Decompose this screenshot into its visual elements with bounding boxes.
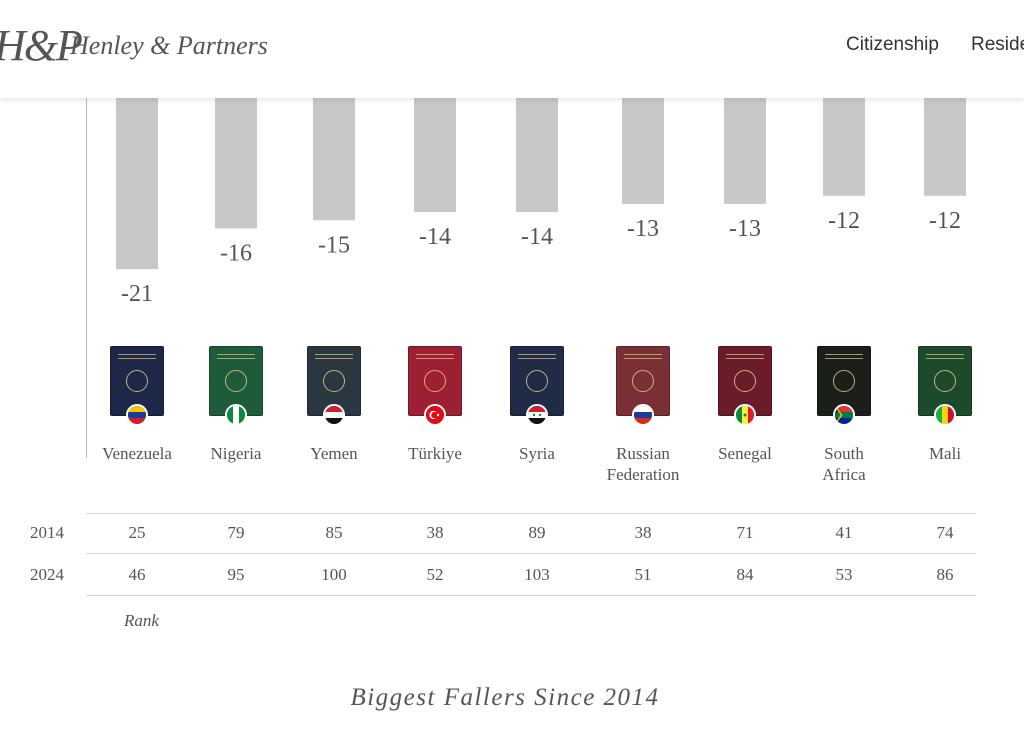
senegal-flag-icon [734, 404, 756, 426]
rank-label: Rank [124, 611, 159, 630]
rank-cell: 25 [128, 523, 146, 542]
rank-cell: 38 [634, 523, 652, 542]
country-label: Türkiye [408, 444, 462, 463]
nav-citizenship[interactable]: Citizenship [846, 34, 939, 55]
rank-cell: 86 [936, 565, 954, 584]
table-divider [86, 553, 976, 554]
bar-9 [924, 98, 966, 196]
country-label: Russian Federation [606, 444, 680, 484]
passport-title-band [825, 354, 863, 359]
rank-cell: 85 [325, 523, 343, 542]
country-label: Yemen [310, 444, 358, 463]
rank-cell: 103 [524, 565, 550, 584]
passport-cover-icon [817, 346, 871, 416]
bar-6 [622, 98, 664, 204]
passport-title-band [315, 354, 353, 359]
passport-title-band [416, 354, 454, 359]
rank-cell: 52 [426, 565, 444, 584]
passport-title-band [217, 354, 255, 359]
passport-emblem-icon [323, 370, 345, 392]
passport-emblem-icon [734, 370, 756, 392]
passport-emblem-icon [934, 370, 956, 392]
bar-value-label: -14 [419, 224, 451, 250]
rank-cell: 46 [128, 565, 146, 584]
bar-4 [414, 98, 456, 213]
country-label: Senegal [718, 444, 772, 463]
passport-title-band [624, 354, 662, 359]
bar-3 [313, 98, 355, 221]
country-label: South Africa [822, 444, 866, 484]
passport-emblem-icon [632, 370, 654, 392]
bar-7 [724, 98, 766, 204]
russia-flag-icon [632, 404, 654, 426]
country-label: Syria [519, 444, 555, 463]
rank-cell: 53 [835, 565, 853, 584]
passport-title-band [118, 354, 156, 359]
rank-cell: 74 [936, 523, 954, 542]
passport-emblem-icon [526, 370, 548, 392]
passport-emblem-icon [424, 370, 446, 392]
bar-value-label: -12 [828, 208, 860, 234]
bar-value-label: -21 [121, 281, 153, 307]
passport-title-band [518, 354, 556, 359]
bar-value-label: -15 [318, 232, 350, 258]
rank-year-label: 2014 [30, 523, 64, 542]
country-label: Nigeria [210, 444, 262, 463]
south-africa-flag-icon [833, 404, 855, 426]
rank-cell: 84 [736, 565, 754, 584]
rank-cell: 95 [227, 565, 245, 584]
country-label: Mali [928, 444, 962, 463]
rank-cell: 71 [736, 523, 754, 542]
rank-cell: 89 [528, 523, 546, 542]
nigeria-flag-icon [225, 404, 247, 426]
site-header: H&P Henley & Partners Citizenship Reside [0, 0, 1024, 98]
bar-value-label: -12 [929, 208, 961, 234]
mali-flag-icon [934, 404, 956, 426]
rank-cell: 38 [426, 523, 444, 542]
chart-axis-line [86, 98, 87, 458]
table-divider [86, 595, 976, 596]
yemen-flag-icon [323, 404, 345, 426]
passport-title-band [726, 354, 764, 359]
rank-cell: 51 [634, 565, 652, 584]
bar-value-label: -16 [220, 240, 252, 266]
bar-5 [516, 98, 558, 213]
brand-name[interactable]: Henley & Partners [70, 31, 268, 60]
bar-value-label: -13 [729, 216, 761, 242]
passport-emblem-icon [225, 370, 247, 392]
chart-title: Biggest Fallers Since 2014 [350, 684, 660, 711]
bar-8 [823, 98, 865, 196]
passport-emblem-icon [833, 370, 855, 392]
venezuela-flag-icon [126, 404, 148, 426]
passport-title-band [926, 354, 964, 359]
bar-value-label: -14 [521, 224, 553, 250]
nav-residence[interactable]: Reside [971, 34, 1024, 55]
bar-value-label: -13 [627, 216, 659, 242]
passport-emblem-icon [126, 370, 148, 392]
rank-cell: 100 [321, 565, 347, 584]
syria-flag-icon [526, 404, 548, 426]
bar-2 [215, 98, 257, 229]
rank-cell: 79 [227, 523, 245, 542]
table-divider [86, 513, 976, 514]
rank-cell: 41 [835, 523, 853, 542]
bar-1 [116, 98, 158, 270]
country-label: Venezuela [102, 444, 172, 463]
logo-mark[interactable]: H&P [0, 21, 83, 70]
rank-year-label: 2024 [30, 565, 64, 584]
passport-cover-icon [718, 346, 772, 416]
turkiye-flag-icon [424, 404, 446, 426]
